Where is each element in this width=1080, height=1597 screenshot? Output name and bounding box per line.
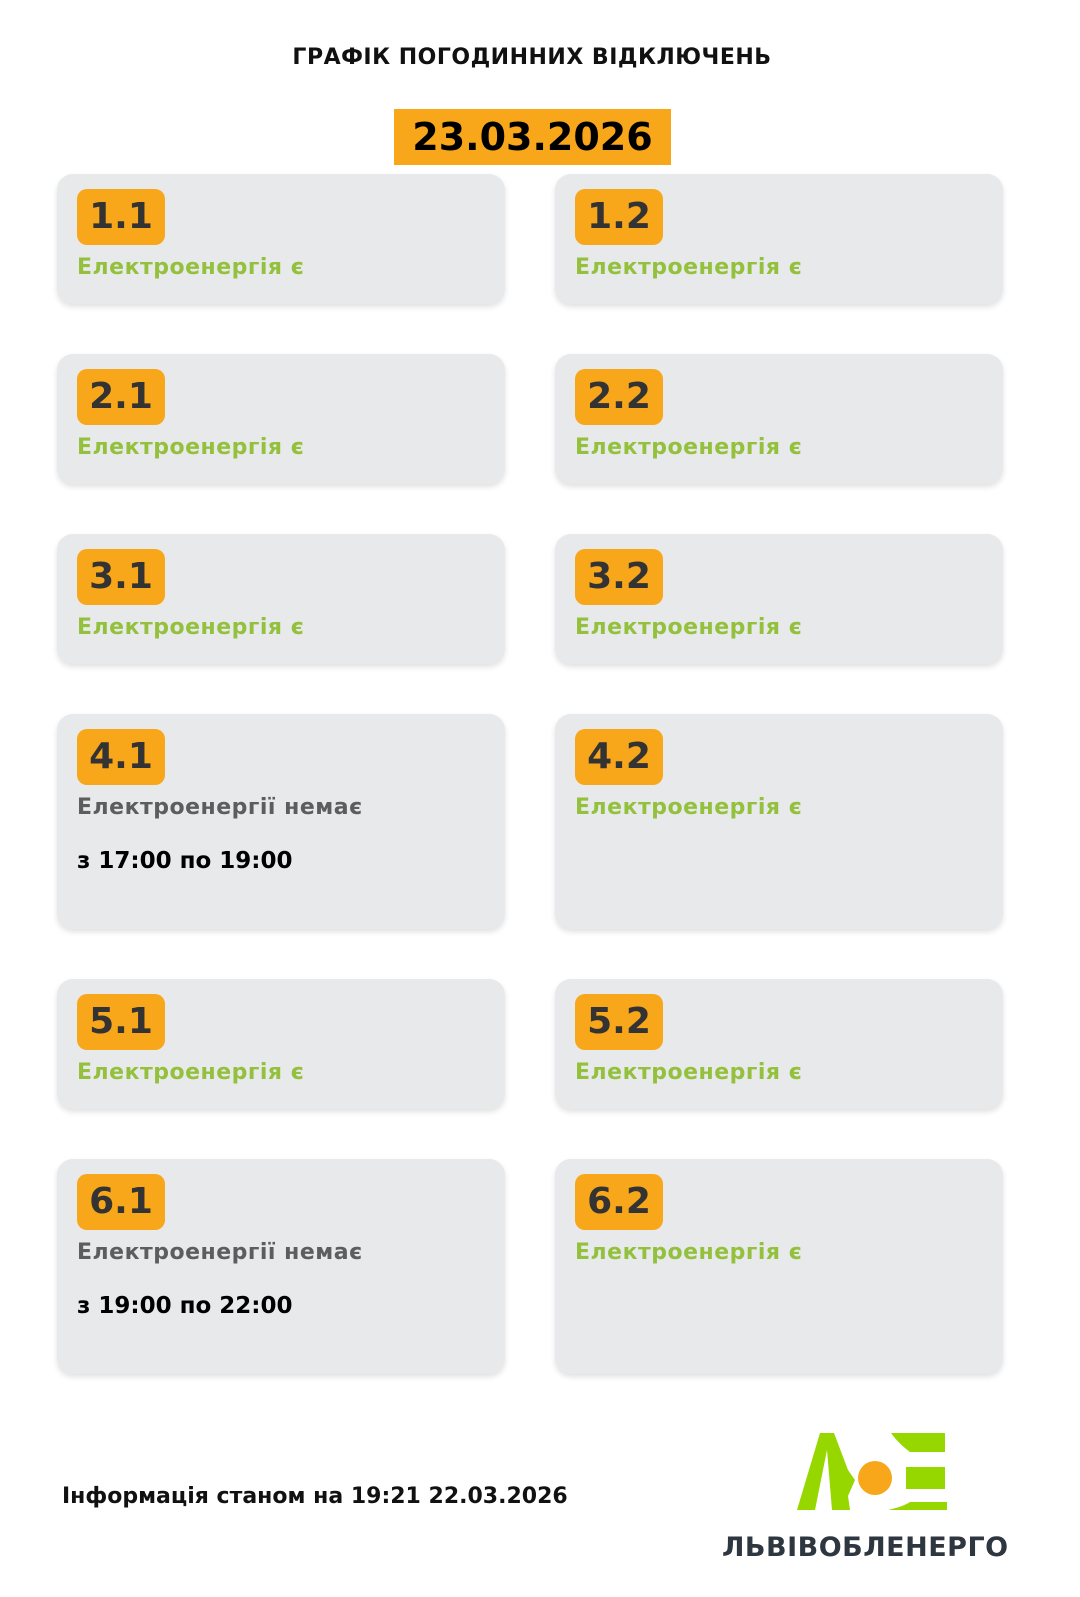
group-card-3-2: 3.2 Електроенергія є — [555, 534, 1003, 664]
schedule-date: 23.03.2026 — [394, 109, 671, 165]
group-status: Електроенергія є — [77, 435, 305, 460]
group-badge: 1.2 — [575, 189, 663, 245]
group-status: Електроенергії немає — [77, 1240, 363, 1265]
group-card-5-1: 5.1 Електроенергія є — [57, 979, 505, 1109]
group-card-2-2: 2.2 Електроенергія є — [555, 354, 1003, 484]
group-card-1-1: 1.1 Електроенергія є — [57, 174, 505, 304]
group-card-5-2: 5.2 Електроенергія є — [555, 979, 1003, 1109]
outage-time: з 17:00 по 19:00 — [77, 848, 293, 874]
group-badge: 6.2 — [575, 1174, 663, 1230]
group-badge: 3.1 — [77, 549, 165, 605]
group-status: Електроенергії немає — [77, 795, 363, 820]
company-name: ЛЬВІВОБЛЕНЕРГО — [722, 1532, 1009, 1563]
page-title: ГРАФІК ПОГОДИННИХ ВІДКЛЮЧЕНЬ — [292, 45, 772, 70]
group-status: Електроенергія є — [575, 255, 803, 280]
group-badge: 2.2 — [575, 369, 663, 425]
update-info: Інформація станом на 19:21 22.03.2026 — [62, 1484, 568, 1509]
group-badge: 5.2 — [575, 994, 663, 1050]
group-card-3-1: 3.1 Електроенергія є — [57, 534, 505, 664]
group-status: Електроенергія є — [77, 1060, 305, 1085]
outage-time: з 19:00 по 22:00 — [77, 1293, 293, 1319]
group-card-6-2: 6.2 Електроенергія є — [555, 1159, 1003, 1374]
group-badge: 1.1 — [77, 189, 165, 245]
group-badge: 6.1 — [77, 1174, 165, 1230]
group-status: Електроенергія є — [575, 615, 803, 640]
group-status: Електроенергія є — [77, 615, 305, 640]
group-card-2-1: 2.1 Електроенергія є — [57, 354, 505, 484]
group-status: Електроенергія є — [575, 435, 803, 460]
group-card-1-2: 1.2 Електроенергія є — [555, 174, 1003, 304]
group-badge: 3.2 — [575, 549, 663, 605]
group-badge: 4.1 — [77, 729, 165, 785]
group-badge: 5.1 — [77, 994, 165, 1050]
groups-grid: 1.1 Електроенергія є 1.2 Електроенергія … — [57, 174, 1003, 1374]
group-badge: 4.2 — [575, 729, 663, 785]
group-card-4-1: 4.1 Електроенергії немає з 17:00 по 19:0… — [57, 714, 505, 929]
group-badge: 2.1 — [77, 369, 165, 425]
loe-logo-icon — [797, 1433, 947, 1510]
group-status: Електроенергія є — [77, 255, 305, 280]
group-status: Електроенергія є — [575, 1240, 803, 1265]
group-card-4-2: 4.2 Електроенергія є — [555, 714, 1003, 929]
group-status: Електроенергія є — [575, 1060, 803, 1085]
group-status: Електроенергія є — [575, 795, 803, 820]
group-card-6-1: 6.1 Електроенергії немає з 19:00 по 22:0… — [57, 1159, 505, 1374]
